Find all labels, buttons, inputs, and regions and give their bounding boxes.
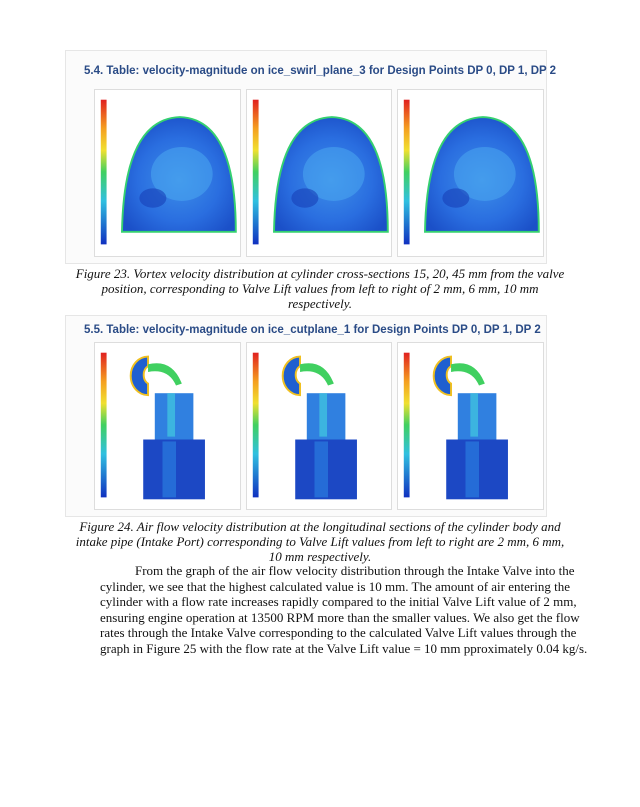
simulation-image bbox=[245, 342, 393, 510]
figure-23: 5.4. Table: velocity-magnitude on ice_sw… bbox=[65, 50, 556, 264]
body-paragraph: From the graph of the air flow velocity … bbox=[100, 563, 588, 656]
panels bbox=[94, 342, 545, 510]
table-heading: 5.5. Table: velocity-magnitude on ice_cu… bbox=[84, 324, 541, 336]
simulation-image bbox=[245, 89, 393, 257]
simulation-image bbox=[94, 342, 241, 510]
table-heading: 5.4. Table: velocity-magnitude on ice_sw… bbox=[84, 65, 557, 77]
figure-caption: Figure 24. Air flow velocity distributio… bbox=[75, 519, 565, 564]
panels bbox=[94, 89, 545, 257]
simulation-image bbox=[94, 89, 241, 257]
simulation-image bbox=[397, 342, 545, 510]
figure-caption: Figure 23. Vortex velocity distribution … bbox=[75, 266, 565, 311]
simulation-image bbox=[397, 89, 545, 257]
figure-24: 5.5. Table: velocity-magnitude on ice_cu… bbox=[65, 315, 547, 517]
